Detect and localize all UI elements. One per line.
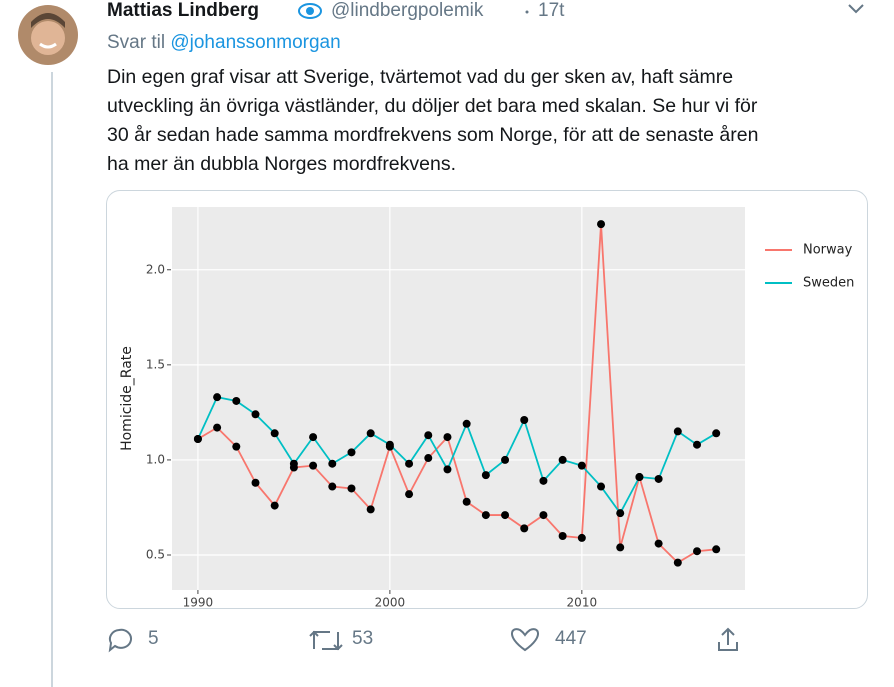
y-axis-title: Homicide_Rate <box>119 346 135 451</box>
data-point <box>347 484 356 493</box>
media-card[interactable] <box>106 190 868 609</box>
body-line: Din egen graf visar att Sverige, tvärtem… <box>107 66 734 88</box>
data-point <box>193 435 202 444</box>
legend-label: Sweden <box>803 276 854 291</box>
data-point <box>539 511 548 520</box>
data-point <box>577 533 586 542</box>
data-point <box>232 396 241 405</box>
data-point <box>424 454 433 463</box>
timestamp[interactable]: 17t <box>538 0 565 21</box>
data-point <box>213 423 222 432</box>
verified-eye <box>298 3 322 19</box>
data-point <box>251 478 260 487</box>
data-point <box>693 440 702 449</box>
data-point <box>251 410 260 419</box>
data-point <box>462 419 471 428</box>
body-line: 30 år sedan hade samma mordfrekvens som … <box>107 124 759 146</box>
data-point <box>558 455 567 464</box>
data-point <box>213 393 222 402</box>
data-point <box>558 531 567 540</box>
y-tick-label: 1.0 <box>146 452 165 466</box>
series-line <box>197 224 717 564</box>
data-point <box>501 455 510 464</box>
like-icon[interactable] <box>511 628 539 652</box>
author-name[interactable]: Mattias Lindberg <box>107 0 260 21</box>
retweet-icon[interactable] <box>309 630 343 651</box>
legend-label: Norway <box>803 243 853 258</box>
data-point <box>481 511 490 520</box>
data-point <box>366 429 375 438</box>
x-tick-label: 2000 <box>375 596 406 610</box>
share-icon[interactable] <box>718 627 738 651</box>
reply-line: Svar til @johanssonmorgan <box>107 32 341 54</box>
data-point <box>635 473 644 482</box>
data-point <box>539 476 548 485</box>
data-point <box>270 501 279 510</box>
like-count: 447 <box>555 628 587 649</box>
author-handle[interactable]: @lindbergpolemik <box>331 0 484 21</box>
data-point <box>481 471 490 480</box>
data-point <box>616 509 625 518</box>
data-point <box>309 461 318 470</box>
data-point <box>712 545 721 554</box>
data-point <box>385 440 394 449</box>
data-point <box>501 511 510 520</box>
data-point <box>577 461 586 470</box>
data-point <box>232 442 241 451</box>
data-point <box>462 497 471 506</box>
data-point <box>289 459 298 468</box>
data-point <box>405 459 414 468</box>
reply-icon[interactable] <box>108 628 133 653</box>
data-point <box>654 539 663 548</box>
reply-count: 5 <box>148 628 159 649</box>
data-point <box>520 524 529 533</box>
y-tick-label: 2.0 <box>146 262 165 276</box>
data-point <box>443 465 452 474</box>
y-tick-label: 1.5 <box>146 357 165 371</box>
data-point <box>347 448 356 457</box>
data-point <box>328 459 337 468</box>
separator-dot <box>525 10 529 14</box>
menu-chevron[interactable] <box>848 4 864 14</box>
y-tick-label: 0.5 <box>146 548 165 562</box>
data-point <box>309 433 318 442</box>
reply-to[interactable]: @johanssonmorgan <box>170 32 341 53</box>
data-point <box>712 429 721 438</box>
avatar[interactable] <box>18 5 78 65</box>
data-point <box>616 543 625 552</box>
data-point <box>597 220 606 229</box>
plot-background <box>172 207 745 590</box>
x-tick-label: 1990 <box>183 596 214 610</box>
data-point <box>693 547 702 556</box>
data-point <box>424 431 433 440</box>
reply-prefix: Svar til <box>107 32 166 53</box>
data-point <box>405 490 414 499</box>
data-point <box>654 474 663 483</box>
data-point <box>366 505 375 514</box>
data-point <box>520 415 529 424</box>
data-point <box>328 482 337 491</box>
data-point <box>673 427 682 436</box>
data-point <box>673 558 682 567</box>
series-line <box>197 396 717 515</box>
retweet-count: 53 <box>352 628 374 649</box>
data-point <box>443 433 452 442</box>
data-point <box>597 482 606 491</box>
data-point <box>270 429 279 438</box>
body-line: ha mer än dubbla Norges mordfrekvens. <box>107 153 457 175</box>
tweet-body: Din egen graf visar att Sverige, tvärtem… <box>107 63 758 179</box>
body-line: utveckling än övriga västländer, du dölj… <box>107 95 758 117</box>
x-tick-label: 2010 <box>567 596 598 610</box>
